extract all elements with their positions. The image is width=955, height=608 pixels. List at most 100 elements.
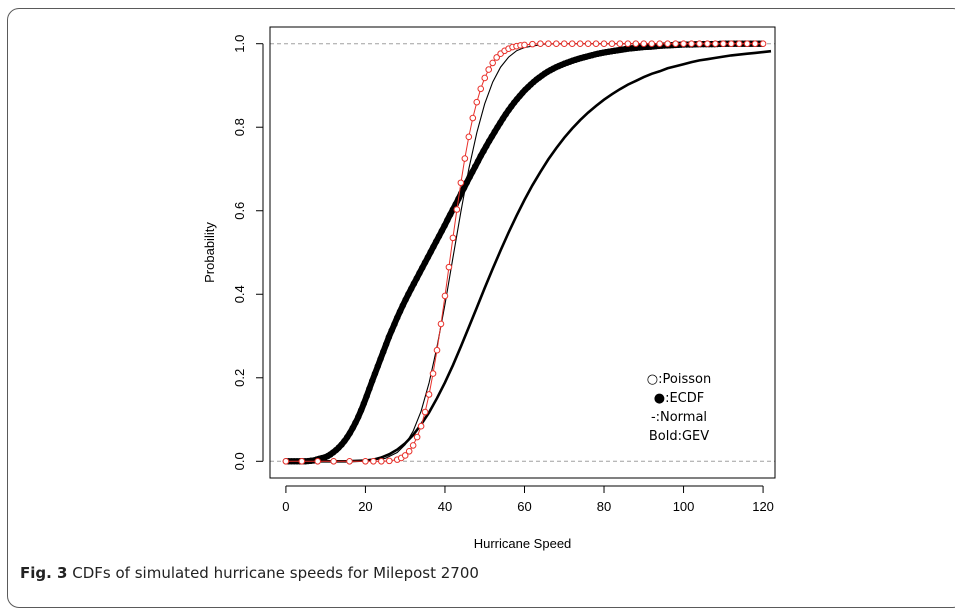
ecdf-point <box>410 280 418 287</box>
poisson-point <box>421 408 429 416</box>
x-tick-label: 80 <box>597 499 611 514</box>
poisson-point <box>493 54 500 61</box>
legend-entry-ecdf: ●:ECDF <box>654 391 705 406</box>
x-axis: 0 20 40 60 80 100 120 <box>282 485 774 514</box>
poisson-point <box>720 40 727 48</box>
poisson-point <box>680 40 687 48</box>
poisson-point <box>314 457 322 465</box>
poisson-point <box>461 155 469 162</box>
ecdf-point <box>363 393 370 400</box>
ecdf-point <box>394 314 401 321</box>
figure-caption: Fig. 3 CDFs of simulated hurricane speed… <box>20 564 479 582</box>
gev-curve <box>285 49 772 463</box>
poisson-point <box>473 98 481 106</box>
poisson-point <box>330 457 337 465</box>
poisson-point <box>282 457 290 465</box>
cdf-chart: 0 20 40 60 80 100 120 0.0 0.2 0.4 0.6 0.8 1.0 Hurri… <box>202 26 776 551</box>
poisson-point <box>696 40 703 48</box>
poisson-point <box>453 206 461 213</box>
ecdf-point <box>419 264 426 271</box>
ecdf-point <box>357 407 365 414</box>
poisson-point <box>648 40 656 48</box>
y-tick-label: 0.0 <box>232 452 247 470</box>
ecdf-point <box>346 429 354 437</box>
poisson-point <box>616 40 624 48</box>
poisson-point <box>362 457 369 465</box>
poisson-point <box>378 457 385 465</box>
poisson-point <box>469 114 477 122</box>
poisson-point <box>441 292 449 300</box>
poisson-point <box>727 40 735 48</box>
ecdf-point <box>491 128 498 136</box>
poisson-point <box>584 40 592 48</box>
ecdf-point <box>438 227 445 235</box>
poisson-point <box>656 40 663 48</box>
ecdf-point <box>413 275 420 282</box>
ecdf-point <box>402 296 409 303</box>
x-tick-label: 40 <box>438 499 452 514</box>
ecdf-point <box>416 269 423 277</box>
ecdf-point <box>466 173 473 181</box>
ecdf-point <box>469 168 476 176</box>
ecdf-point <box>380 348 387 355</box>
ecdf-point <box>399 302 407 309</box>
ecdf-point <box>349 424 356 432</box>
gev-series <box>285 49 772 463</box>
ecdf-point <box>433 238 440 245</box>
ecdf-point <box>441 222 448 229</box>
poisson-point <box>370 457 377 465</box>
ecdf-point <box>474 158 482 165</box>
ecdf-point <box>435 233 443 240</box>
y-tick-label: 0.6 <box>232 202 247 220</box>
legend: ○:Poisson ●:ECDF -:Normal Bold:GEV <box>647 372 711 444</box>
ecdf-point <box>460 184 468 192</box>
poisson-point <box>592 40 600 48</box>
ecdf-point <box>385 333 393 341</box>
poisson-point <box>445 263 453 271</box>
x-tick-label: 0 <box>282 499 289 514</box>
poisson-point <box>640 40 648 48</box>
ecdf-point <box>405 290 412 298</box>
ecdf-point <box>471 163 479 170</box>
ecdf-point <box>485 137 493 145</box>
ecdf-point <box>483 142 490 150</box>
poisson-point <box>521 41 528 49</box>
poisson-point <box>409 442 417 449</box>
y-tick-label: 1.0 <box>232 35 247 53</box>
poisson-point <box>449 234 457 242</box>
poisson-point <box>481 74 489 82</box>
x-tick-label: 100 <box>673 499 695 514</box>
poisson-point <box>401 452 409 459</box>
ecdf-point <box>366 385 373 392</box>
plot-border <box>269 26 776 479</box>
ecdf-point <box>377 355 384 363</box>
poisson-point <box>712 40 719 48</box>
legend-entry-gev: Bold:GEV <box>649 429 709 444</box>
ecdf-point <box>444 216 451 224</box>
poisson-point <box>537 40 544 48</box>
poisson-point <box>489 59 496 67</box>
ecdf-point <box>446 211 454 218</box>
legend-entry-poisson: ○:Poisson <box>647 372 711 387</box>
ecdf-point <box>360 400 368 407</box>
poisson-series <box>282 40 767 465</box>
ecdf-point <box>391 320 398 328</box>
poisson-point <box>688 40 695 48</box>
poisson-point <box>664 40 671 48</box>
ecdf-point <box>352 419 359 426</box>
x-axis-label: Hurricane Speed <box>474 536 572 551</box>
poisson-point <box>624 40 632 48</box>
y-tick-label: 0.2 <box>232 369 247 387</box>
poisson-point <box>529 40 536 48</box>
poisson-point <box>560 40 568 48</box>
poisson-point <box>485 66 493 73</box>
ecdf-point <box>480 147 487 155</box>
figure-label: Fig. 3 <box>20 564 68 582</box>
poisson-point <box>417 422 425 430</box>
legend-entry-normal: -:Normal <box>651 410 707 425</box>
poisson-point <box>457 179 465 187</box>
poisson-point <box>405 447 413 455</box>
poisson-point <box>759 40 767 48</box>
poisson-point <box>632 40 640 48</box>
ecdf-point <box>368 377 376 385</box>
